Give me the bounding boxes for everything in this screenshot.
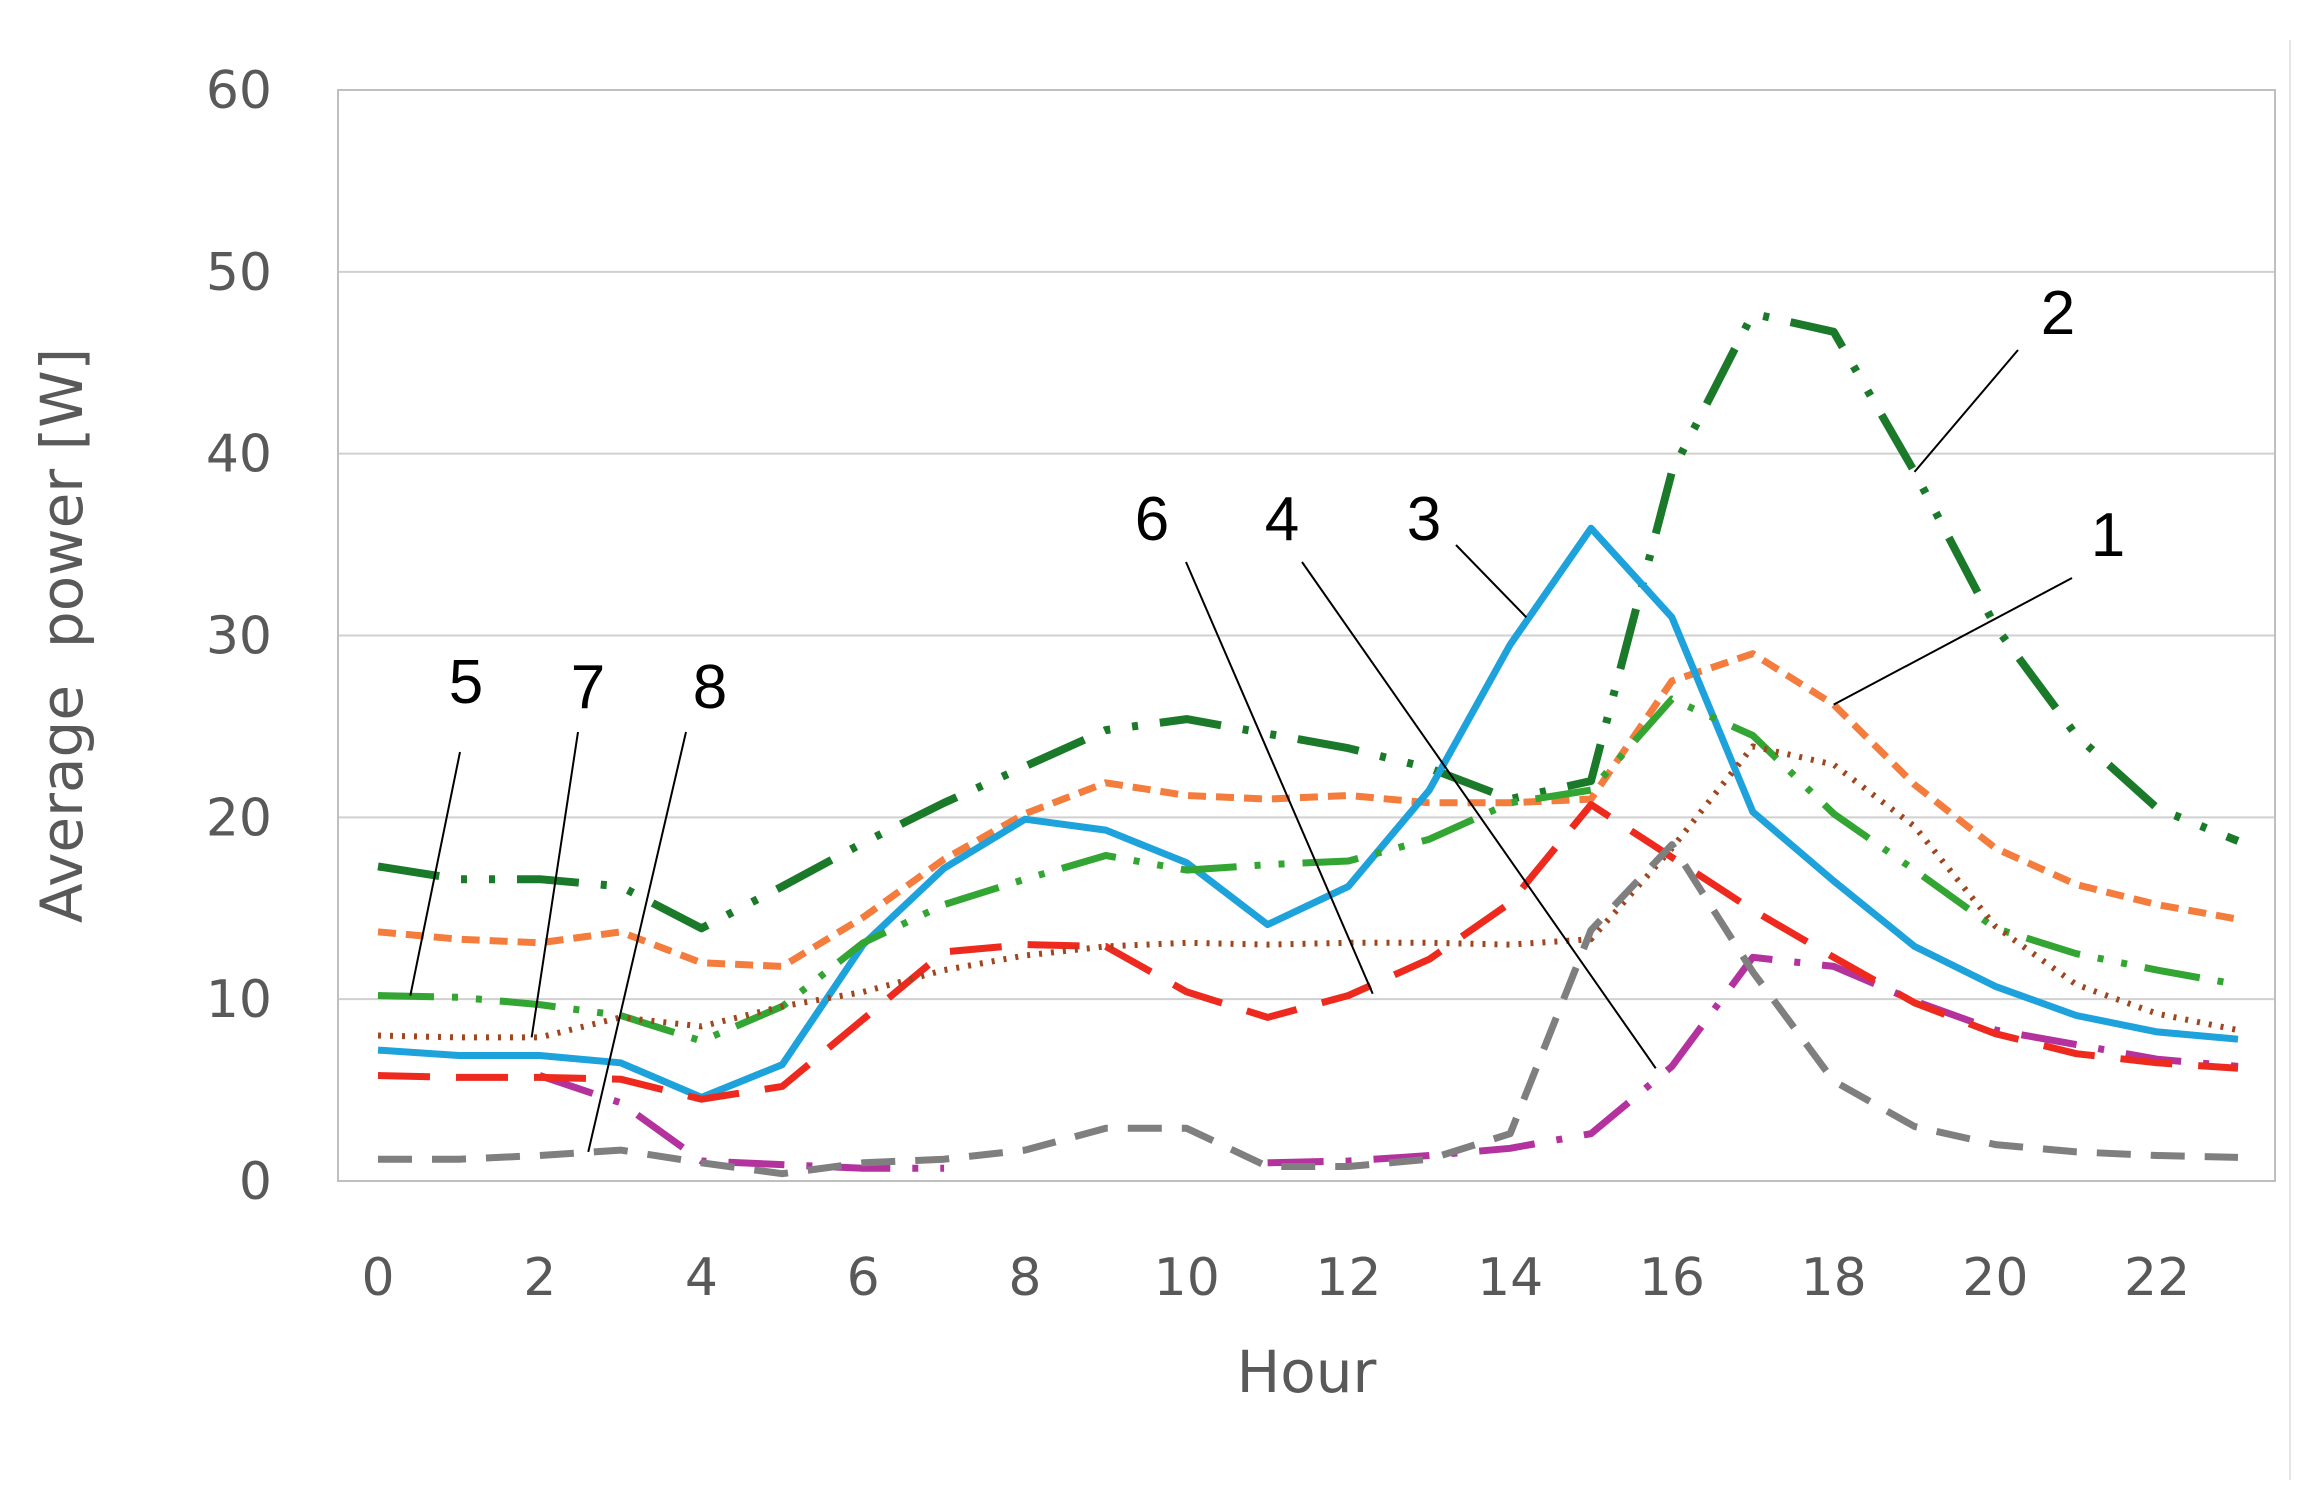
- x-tick-label: 20: [1962, 1248, 2028, 1308]
- y-axis-title: Average power [W]: [28, 348, 96, 923]
- x-tick-label: 8: [1008, 1248, 1041, 1308]
- callout-label-4: 4: [1265, 485, 1299, 554]
- series-line-3: [377, 524, 2239, 1101]
- x-axis-title: Hour: [1237, 1338, 1377, 1406]
- x-tick-label: 16: [1639, 1248, 1705, 1308]
- x-tick-label: 18: [1801, 1248, 1867, 1308]
- callout-leader-lines: [409, 349, 2073, 1153]
- x-axis-tick-labels: 0 2 4 6 8 10 12 14 16 18 20 22: [361, 1248, 2190, 1308]
- callout-leader-6: [1185, 561, 1374, 995]
- x-tick-label: 12: [1315, 1248, 1381, 1308]
- series-line-5: [377, 695, 2239, 1045]
- x-tick-label: 22: [2124, 1248, 2190, 1308]
- x-tick-label: 6: [847, 1248, 880, 1308]
- callout-label-1: 1: [2091, 501, 2125, 570]
- callout-leader-4: [1301, 561, 1657, 1069]
- y-tick-label: 50: [206, 243, 272, 303]
- y-tick-label: 40: [206, 425, 272, 485]
- x-tick-label: 4: [685, 1248, 718, 1308]
- callout-labels: 1 2 3 4 5 6 7 8: [449, 279, 2125, 722]
- y-tick-label: 10: [206, 970, 272, 1030]
- callout-leader-3: [1455, 544, 1528, 619]
- x-tick-label: 0: [361, 1248, 394, 1308]
- series-line-1: [377, 650, 2239, 970]
- callout-label-6: 6: [1135, 485, 1169, 554]
- callout-label-8: 8: [693, 653, 727, 722]
- plot-area: [337, 89, 2276, 1182]
- callout-label-7: 7: [571, 653, 605, 722]
- callout-label-2: 2: [2041, 279, 2075, 348]
- x-tick-label: 14: [1477, 1248, 1543, 1308]
- y-tick-label: 60: [206, 61, 272, 121]
- callout-leader-5: [409, 751, 461, 996]
- callout-label-5: 5: [449, 648, 483, 717]
- callout-leader-8: [587, 731, 687, 1153]
- y-tick-label: 30: [206, 607, 272, 667]
- series-line-2: [377, 309, 2240, 933]
- data-series: [377, 309, 2240, 1178]
- callout-leader-1: [1833, 577, 2073, 706]
- x-tick-label: 2: [523, 1248, 556, 1308]
- callout-label-3: 3: [1407, 485, 1441, 554]
- y-tick-label: 0: [239, 1152, 272, 1212]
- callout-leader-2: [1913, 349, 2019, 473]
- callout-leader-7: [530, 731, 579, 1038]
- series-line-7: [377, 743, 2239, 1041]
- y-tick-label: 20: [206, 788, 272, 848]
- series-line-6: [377, 801, 2239, 1103]
- gridlines: [338, 270, 2275, 1001]
- series-line-8: [378, 841, 2239, 1178]
- y-axis-tick-labels: 0 10 20 30 40 50 60: [206, 61, 272, 1212]
- x-tick-label: 10: [1154, 1248, 1220, 1308]
- series-line-4: [538, 953, 2239, 1172]
